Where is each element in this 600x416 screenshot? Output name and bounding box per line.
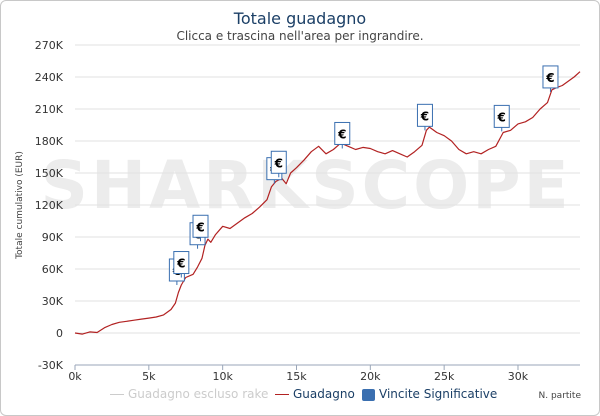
legend-label: Guadagno bbox=[293, 387, 355, 401]
legend-line-icon bbox=[275, 394, 289, 395]
x-tick-label: 10k bbox=[212, 370, 233, 383]
y-tick-label: 0 bbox=[56, 327, 63, 340]
vincita-flag: € bbox=[192, 214, 209, 242]
legend-box-icon bbox=[362, 388, 375, 401]
vincita-flag: € bbox=[334, 121, 351, 149]
flag-box bbox=[173, 251, 190, 275]
flag-box bbox=[416, 103, 433, 127]
euro-icon: € bbox=[497, 110, 506, 124]
y-tick-label: 270K bbox=[35, 39, 64, 52]
y-tick-label: 60K bbox=[42, 263, 64, 276]
y-tick-label: 150K bbox=[35, 167, 64, 180]
x-tick-label: 30k bbox=[508, 370, 529, 383]
vincita-flag: € bbox=[416, 103, 433, 131]
vincita-flag: € bbox=[493, 104, 510, 132]
euro-icon: € bbox=[420, 109, 429, 123]
euro-icon: € bbox=[337, 127, 346, 141]
guadagno-line bbox=[74, 71, 581, 335]
euro-icon: € bbox=[545, 71, 554, 85]
vincita-flag: € bbox=[542, 65, 559, 92]
y-tick-label: 210K bbox=[35, 103, 64, 116]
x-tick-label: 15k bbox=[286, 370, 307, 383]
y-tick-label: -30K bbox=[38, 359, 64, 372]
flag-box bbox=[334, 121, 351, 145]
euro-icon: € bbox=[274, 156, 283, 170]
legend: Guadagno escluso rake Guadagno Vincite S… bbox=[0, 386, 600, 402]
flag-box bbox=[192, 214, 209, 238]
x-tick-label: 25k bbox=[434, 370, 455, 383]
y-tick-label: 90K bbox=[42, 231, 64, 244]
x-axis-label: N. partite bbox=[538, 391, 581, 401]
y-axis-ticks: -30K 0 30K 60K 90K 120K 150K 180K 210K 240K 270K bbox=[35, 39, 64, 372]
x-axis-ticks: 0k 5k 10k 15k 20k 25k 30k bbox=[68, 365, 529, 383]
flag-box bbox=[542, 65, 559, 89]
legend-item-guadagno[interactable]: Guadagno bbox=[275, 386, 355, 402]
grid-lines bbox=[75, 44, 580, 366]
vincite-markers: €€€€€€€€€€ bbox=[168, 65, 559, 285]
y-axis-label: Totale cumulativo (EUR) bbox=[15, 151, 25, 260]
flag-box bbox=[270, 150, 287, 174]
y-tick-label: 120K bbox=[35, 199, 64, 212]
legend-label: Vincite Significative bbox=[379, 387, 498, 401]
chart-subtitle[interactable]: Clicca e trascina nell'area per ingrandi… bbox=[176, 29, 424, 43]
y-tick-label: 30K bbox=[42, 295, 64, 308]
flag-box bbox=[493, 104, 510, 128]
legend-line-icon bbox=[110, 394, 124, 395]
y-tick-label: 180K bbox=[35, 135, 64, 148]
series-guadagno bbox=[74, 71, 581, 335]
y-tick-label: 240K bbox=[35, 71, 64, 84]
x-tick-label: 20k bbox=[360, 370, 381, 383]
legend-item-vincite[interactable]: Vincite Significative bbox=[362, 386, 497, 402]
legend-label: Guadagno escluso rake bbox=[128, 387, 269, 401]
x-tick-label: 0k bbox=[68, 370, 82, 383]
vincita-flag: € bbox=[173, 251, 190, 278]
euro-icon: € bbox=[176, 257, 185, 271]
chart-title: Totale guadagno bbox=[233, 9, 367, 28]
vincita-flag: € bbox=[270, 150, 287, 178]
legend-item-escluso-rake[interactable]: Guadagno escluso rake bbox=[110, 386, 268, 402]
euro-icon: € bbox=[195, 220, 204, 234]
x-tick-label: 5k bbox=[142, 370, 156, 383]
